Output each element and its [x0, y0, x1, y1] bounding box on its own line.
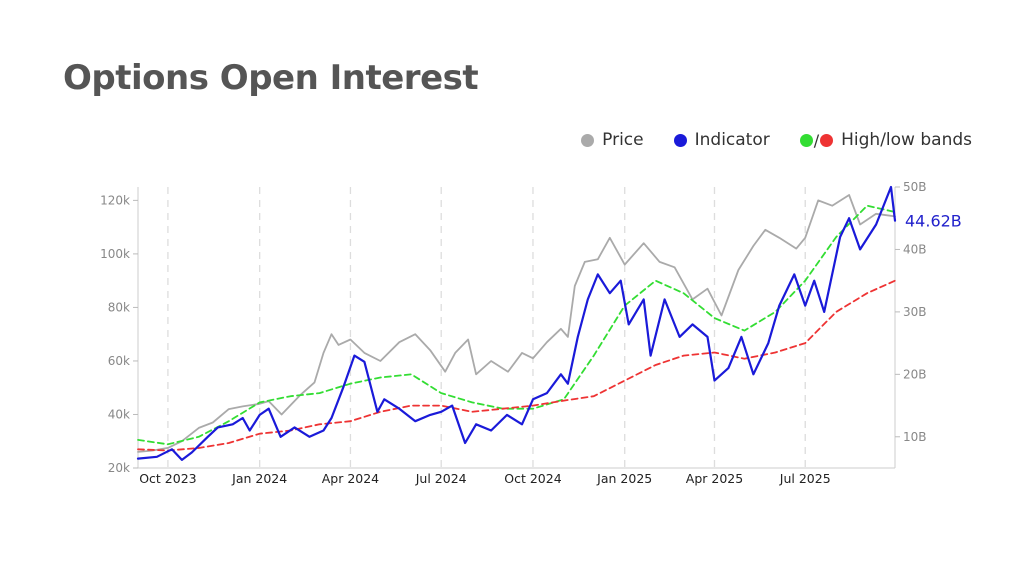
x-tick-label: Apr 2025 [686, 471, 743, 486]
legend-price-label: Price [602, 130, 644, 150]
x-tick-label: Oct 2023 [139, 471, 196, 486]
legend-bands-label: High/low bands [841, 130, 972, 150]
series-line-price [137, 194, 896, 453]
x-tick-label: Apr 2024 [322, 471, 379, 486]
chart-legend: Price Indicator / High/low bands [581, 130, 972, 150]
left-axis-tick-label: 40k [108, 407, 130, 421]
left-axis-tick-label: 60k [108, 354, 130, 368]
legend-item-price[interactable]: Price [581, 130, 644, 150]
series-line-high-band [137, 204, 896, 446]
low-band-dot-icon [820, 133, 834, 147]
right-axis-tick-label: 10B [903, 430, 927, 444]
left-axis-tick-label: 120k [100, 193, 130, 207]
right-axis-tick-label: 20B [903, 367, 927, 381]
legend-item-bands[interactable]: / High/low bands [799, 130, 972, 150]
page-title: Options Open Interest [63, 58, 479, 98]
x-tick-label: Jul 2024 [415, 471, 467, 486]
x-tick-label: Jan 2025 [596, 471, 652, 486]
price-dot-icon [581, 133, 595, 147]
series-line-indicator [136, 185, 897, 461]
right-axis-tick-label: 50B [903, 180, 927, 194]
x-tick-label: Jul 2025 [779, 471, 831, 486]
left-axis-tick-label: 80k [108, 300, 130, 314]
right-axis-tick-label: 40B [903, 242, 927, 256]
x-tick-label: Jan 2024 [231, 471, 287, 486]
indicator-last-value-label: 44.62B [905, 212, 962, 231]
high-band-dot-icon [799, 133, 813, 147]
bands-slash: / [813, 130, 820, 150]
right-axis-tick-label: 30B [903, 305, 927, 319]
indicator-dot-icon [673, 133, 687, 147]
left-axis-tick-label: 100k [100, 247, 130, 261]
left-axis-tick-label: 20k [108, 461, 130, 475]
x-tick-label: Oct 2024 [504, 471, 561, 486]
legend-indicator-label: Indicator [694, 130, 770, 150]
legend-item-indicator[interactable]: Indicator [673, 130, 770, 150]
bands-dots: / [799, 130, 834, 150]
series-line-low-band [137, 279, 896, 452]
